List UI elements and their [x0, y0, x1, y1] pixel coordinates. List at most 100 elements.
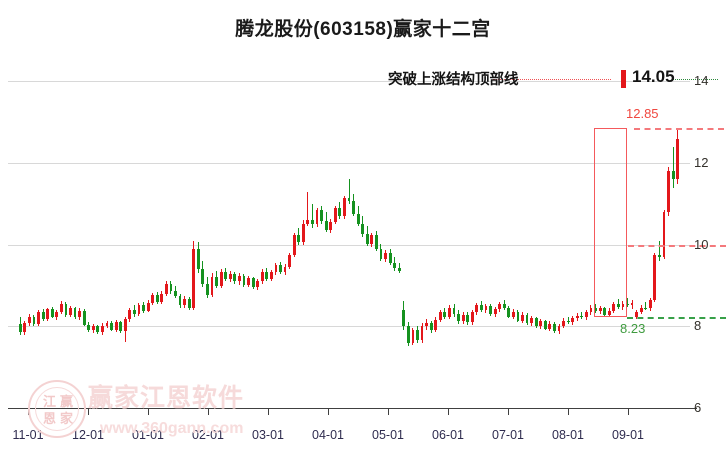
candle-body — [41, 312, 45, 319]
candle-body — [548, 323, 552, 329]
candle-body — [128, 310, 132, 319]
candle-body — [297, 234, 301, 243]
watermark-logo-ring — [35, 387, 79, 431]
candle-body — [123, 319, 127, 332]
box-top-price-label: 12.85 — [626, 106, 659, 122]
candle-body — [137, 305, 141, 315]
x-tick-12-01 — [88, 409, 89, 415]
candle-body — [164, 283, 168, 294]
y-tick-label-12: 12 — [694, 155, 709, 171]
candle-body — [196, 248, 200, 270]
candle-body — [201, 269, 205, 284]
candle-body — [105, 323, 109, 326]
candle-body — [671, 171, 675, 180]
candle-body — [228, 274, 232, 280]
candle-body — [434, 319, 438, 331]
candle-body — [192, 248, 196, 309]
x-tick-02-01 — [208, 409, 209, 415]
candle-body — [324, 221, 328, 231]
candle-body — [146, 302, 150, 311]
candle-wick — [307, 191, 309, 226]
candle-body — [215, 276, 218, 286]
reference-line-12-85 — [634, 128, 724, 131]
x-tick-label-02-01: 02-01 — [192, 428, 224, 442]
candle-body — [470, 312, 474, 323]
x-tick-label-04-01: 04-01 — [312, 428, 344, 442]
candle-body — [466, 314, 470, 323]
candle-body — [183, 298, 187, 306]
candle-body — [566, 320, 570, 323]
candle-body — [155, 295, 159, 302]
callout-arrow-line — [493, 79, 611, 81]
watermark-logo-chars: 江赢恩家 — [41, 393, 75, 427]
page-title: 腾龙股份(603158)赢家十二宫 — [235, 19, 491, 40]
candle-body — [133, 310, 136, 315]
candle-body — [662, 212, 666, 257]
candle-body — [644, 307, 648, 309]
candle-body — [274, 265, 278, 273]
candle-body — [361, 223, 365, 235]
candle-body — [356, 213, 360, 224]
candle-body — [119, 322, 123, 332]
candle-body — [206, 283, 209, 295]
watermark-logo-char: 恩 — [42, 411, 56, 426]
candle-wick — [567, 316, 569, 324]
candle-body — [91, 326, 95, 331]
candle-body — [516, 311, 520, 321]
candle-body — [448, 307, 451, 317]
x-tick-label-08-01: 08-01 — [552, 428, 584, 442]
watermark-url: www.360gann.com — [100, 420, 244, 437]
candle-body — [397, 268, 401, 271]
candle-body — [365, 234, 369, 244]
candle-body — [69, 308, 72, 315]
x-tick-label-03-01: 03-01 — [252, 428, 284, 442]
candle-body — [55, 311, 59, 317]
candle-body — [374, 234, 378, 249]
candle-body — [406, 326, 410, 343]
breakout-annotation-label: 突破上涨结构顶部线 — [388, 72, 519, 89]
candle-body — [114, 322, 118, 330]
gridline-8 — [8, 326, 690, 328]
candle-body — [667, 171, 670, 213]
candle-body — [443, 312, 447, 317]
candle-body — [242, 275, 246, 285]
candle-body — [292, 234, 296, 256]
y-tick-label-8: 8 — [694, 318, 702, 334]
candle-body — [429, 323, 433, 331]
candle-body — [224, 272, 228, 279]
candle-body — [484, 305, 488, 311]
candle-body — [539, 321, 543, 327]
candle-body — [306, 220, 310, 224]
candle-body — [279, 265, 282, 272]
candle-body — [438, 312, 442, 320]
x-tick-label-11-01: 11-01 — [12, 428, 44, 442]
chart-plot-area — [8, 57, 690, 409]
candle-body — [635, 311, 639, 317]
watermark-brand: 赢家江恩软件 — [88, 384, 245, 412]
candle-body — [160, 293, 164, 302]
candle-wick — [658, 240, 660, 262]
x-tick-label-12-01: 12-01 — [72, 428, 104, 442]
candle-body — [333, 208, 337, 222]
candle-body — [580, 315, 584, 318]
candle-body — [187, 298, 191, 309]
watermark-logo-char: 赢 — [59, 394, 73, 409]
candle-body — [260, 271, 264, 282]
candle-body — [534, 318, 538, 327]
candle-body — [210, 276, 214, 295]
highlight-box — [594, 128, 627, 317]
candle-body — [50, 309, 54, 317]
watermark-logo-char: 江 — [42, 394, 56, 409]
candle-body — [653, 255, 657, 301]
candle-body — [616, 304, 620, 307]
candle-body — [32, 317, 36, 324]
candle-body — [557, 326, 561, 332]
candle-body — [315, 210, 319, 225]
x-tick-label-07-01: 07-01 — [492, 428, 524, 442]
x-tick-03-01 — [268, 409, 269, 415]
x-tick-07-01 — [508, 409, 509, 415]
candle-body — [343, 198, 346, 217]
candle-body — [461, 314, 465, 322]
top-price-label: 14.05 — [632, 67, 675, 87]
candle-body — [288, 255, 292, 267]
